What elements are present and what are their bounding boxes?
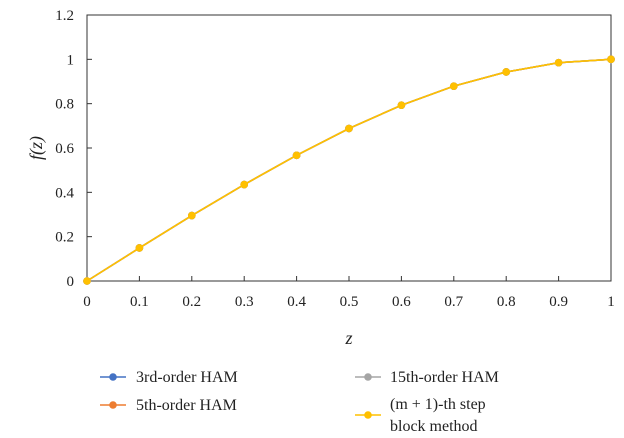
legend-label: block method <box>390 418 478 435</box>
series-layer <box>83 55 615 285</box>
x-tick-label: 0.6 <box>392 294 411 310</box>
x-tick-label: 0.9 <box>549 294 568 310</box>
x-tick-label: 0.7 <box>444 294 463 310</box>
data-point <box>83 277 91 285</box>
x-tick-label: 0.4 <box>287 294 306 310</box>
x-tick-label: 0.1 <box>130 294 149 310</box>
data-point <box>397 101 406 110</box>
data-point <box>502 68 511 76</box>
series-line-3 <box>86 58 612 282</box>
y-tick-label: 1 <box>67 52 75 68</box>
data-point <box>292 151 301 160</box>
series-line-2 <box>86 58 612 282</box>
y-tick-label: 1.2 <box>55 8 74 24</box>
plot-area <box>86 14 612 282</box>
x-tick-label: 1 <box>607 294 615 310</box>
data-point <box>345 124 353 133</box>
legend-marker <box>364 411 372 419</box>
legend-label: 5th-order HAM <box>136 397 237 414</box>
series-line-4 <box>86 58 612 282</box>
legend-label: 15th-order HAM <box>390 369 499 386</box>
y-tick-label: 0 <box>67 274 75 290</box>
legend: 3rd-order HAM 5th-order HAM 15th-order HAM… <box>100 369 499 435</box>
y-tick-label: 0.6 <box>55 141 74 157</box>
x-tick-label: 0 <box>83 294 91 310</box>
data-point <box>450 82 458 90</box>
data-point <box>607 55 615 64</box>
legend-marker <box>109 373 117 381</box>
data-point <box>554 58 563 67</box>
y-tick-label: 0.2 <box>55 230 74 246</box>
y-axis-label: f(z) <box>26 136 47 160</box>
data-point <box>240 180 248 189</box>
legend-label: (m + 1)-th step <box>390 396 486 413</box>
legend-marker <box>109 401 117 409</box>
data-point <box>135 244 144 252</box>
legend-marker <box>364 373 372 381</box>
x-axis-label: z <box>344 328 352 348</box>
x-tick-label: 0.5 <box>340 294 359 310</box>
legend-label: 3rd-order HAM <box>136 369 238 386</box>
y-tick-label: 0.8 <box>55 97 74 113</box>
plot-border <box>86 14 612 282</box>
x-tick-label: 0.3 <box>235 294 254 310</box>
series-line-1 <box>86 58 612 282</box>
x-tick-label: 0.2 <box>182 294 201 310</box>
y-tick-label: 0.4 <box>55 185 74 201</box>
data-point <box>188 211 196 220</box>
y-axis: 0 0.2 0.4 0.6 0.8 1 1.2 <box>55 8 92 290</box>
x-tick-label: 0.8 <box>497 294 516 310</box>
x-axis: 0 0.1 0.2 0.3 0.4 0.5 0.6 0.7 0.8 0.9 1 <box>83 276 615 310</box>
